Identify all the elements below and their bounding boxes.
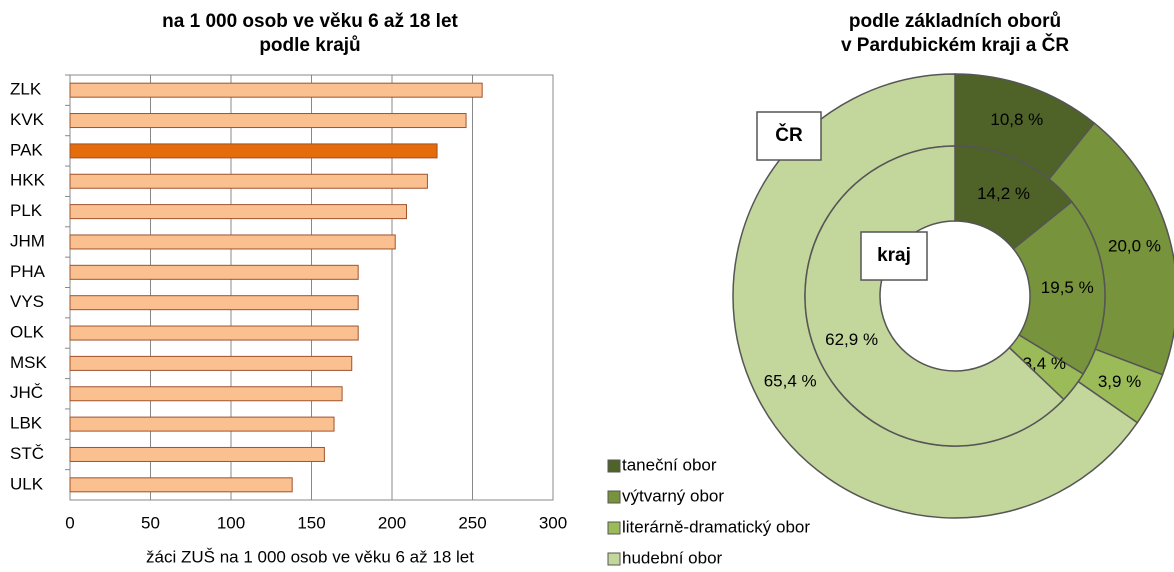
y-tick-label: STČ [10,444,44,463]
bar [69,477,293,493]
x-tick-label: 250 [458,513,486,532]
ring-label: ČR [775,124,803,146]
x-tick-label: 200 [378,513,406,532]
y-tick-label: LBK [10,414,43,433]
data-label: 65,4 % [764,372,817,391]
y-tick-label: KVK [10,110,45,129]
bar [69,355,353,371]
y-tick-label: OLK [10,323,45,342]
legend-label: taneční obor [622,455,717,474]
data-label: 62,9 % [825,330,878,349]
legend-swatch [607,490,621,504]
data-label: 3,4 % [1023,354,1066,373]
y-tick-label: JHČ [10,383,43,402]
y-tick-label: ZLK [10,80,42,99]
y-tick-label: PHA [10,262,46,281]
legend-label: hudební obor [622,548,723,567]
y-tick-label: JHM [10,231,45,250]
data-label: 19,5 % [1041,278,1094,297]
bar [69,204,407,220]
legend-swatch [607,552,621,566]
x-tick-label: 100 [217,513,245,532]
donut-slice [1012,200,1106,376]
bar [69,82,483,98]
y-tick-label: MSK [10,353,48,372]
x-axis-label: žáci ZUŠ na 1 000 osob ve věku 6 až 18 l… [146,547,474,566]
bar [69,234,396,250]
y-tick-label: ULK [10,474,44,493]
data-label: 10,8 % [990,110,1043,129]
y-tick-label: VYS [10,292,44,311]
ring-label-box [756,111,822,161]
ring-label: kraj [877,245,911,266]
data-label: 20,0 % [1108,237,1161,256]
chart-title: podle krajů [259,35,360,56]
chart-title: podle základních oborů [849,11,1061,32]
bar [69,113,467,129]
legend-swatch [607,521,621,535]
bar [69,446,325,462]
data-label: 3,9 % [1098,372,1141,391]
bar [69,416,335,432]
x-tick-label: 50 [141,513,160,532]
chart-title: v Pardubickém kraji a ČR [841,34,1069,56]
bar [69,143,438,159]
x-tick-label: 300 [539,513,567,532]
y-tick-label: PAK [10,140,43,159]
chart-title: na 1 000 osob ve věku 6 až 18 let [162,11,458,32]
data-label: 14,2 % [977,184,1030,203]
legend-label: literárně-dramatický obor [622,517,810,536]
legend-swatch [607,459,621,473]
bar [69,295,359,311]
x-tick-label: 0 [65,513,74,532]
bar [69,264,359,280]
y-tick-label: PLK [10,201,43,220]
bar [69,325,359,341]
y-tick-label: HKK [10,171,46,190]
legend-label: výtvarný obor [622,486,724,505]
bar [69,386,343,402]
bar [69,173,428,189]
ring-label-box [860,231,928,281]
x-tick-label: 150 [297,513,325,532]
donut-slice [804,145,1065,447]
